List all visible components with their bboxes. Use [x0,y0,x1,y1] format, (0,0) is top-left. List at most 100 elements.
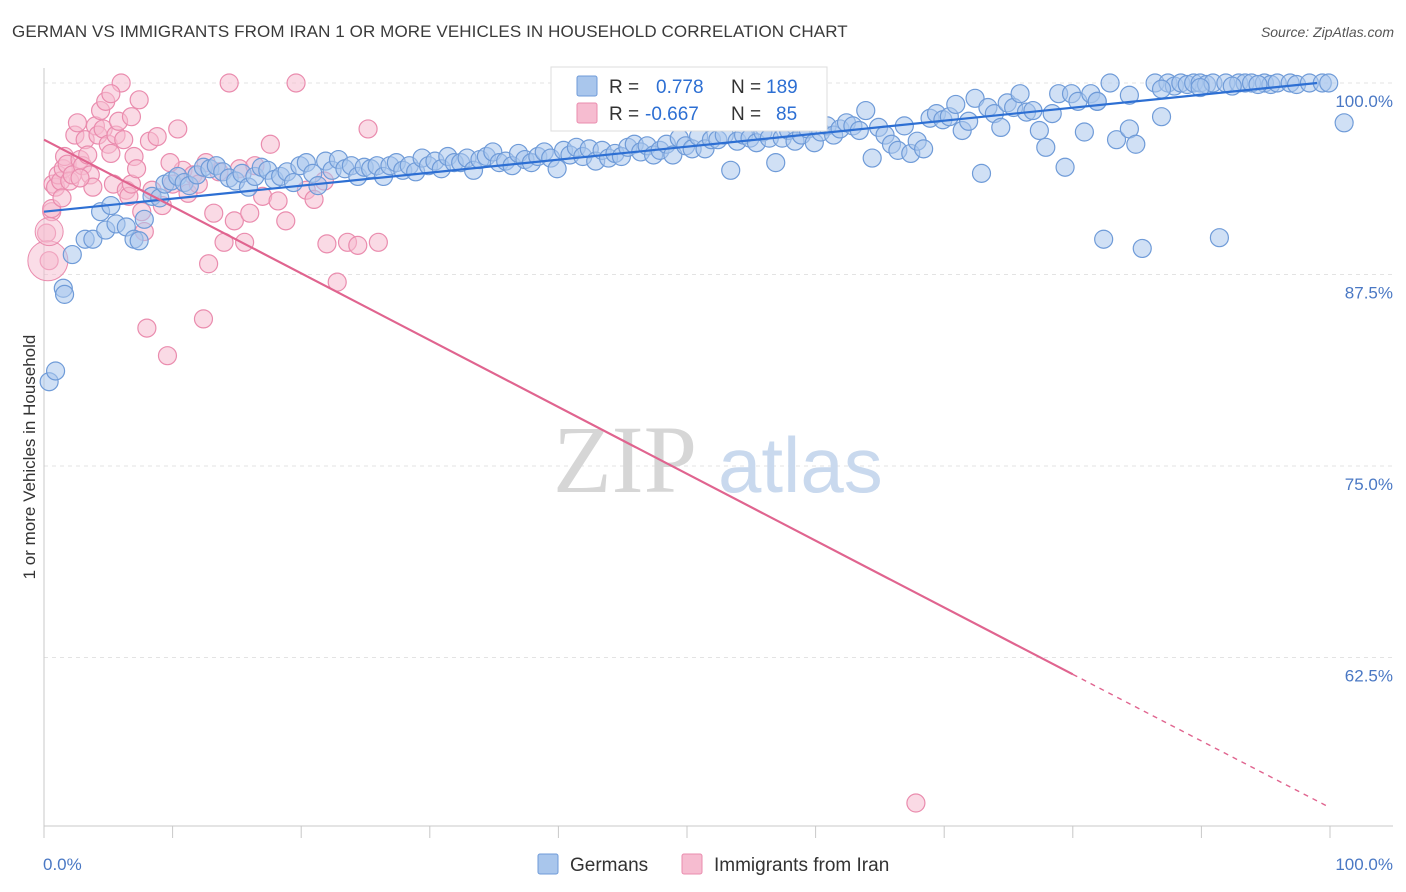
y-tick-label-2: 75.0% [1345,475,1393,494]
germans-point-193 [1151,79,1172,99]
germans-point-144 [971,163,992,183]
bottom-legend: Germans Immigrants from Iran [537,853,889,876]
iran-point-52 [193,309,214,329]
iran-point-60 [235,232,255,252]
iran-point-45 [157,346,178,366]
germans-point-105 [721,160,741,180]
watermark-atlas: atlas [718,421,883,509]
legend-box: R = 0.778 N = 189 R = -0.667 N = 85 [550,66,828,132]
legend-n-value-germans: 189 [766,77,798,98]
iran-point-40 [137,318,157,338]
iran-point-large-0 [27,240,69,282]
germans-point-192 [1334,113,1354,133]
germans-point-155 [1042,104,1062,124]
germans-point-153 [1029,120,1049,141]
germans-point-197 [1248,74,1268,95]
iran-point-70 [317,234,337,254]
germans-point-140 [946,94,966,115]
germans-point-4 [62,244,82,265]
germans-point-163 [1094,229,1114,249]
iran-point-13 [67,113,88,133]
germans-point-78 [547,159,567,179]
legend-swatch-iran [576,102,598,124]
iran-point-80 [121,107,142,127]
legend-r-label-iran: R = [609,104,639,125]
iran-point-74 [358,119,378,139]
iran-point-37 [129,90,149,110]
germans-point-14 [134,209,154,229]
iran-point-43 [147,127,167,147]
germans-point-150 [1010,84,1030,104]
watermark-zip: ZIP [553,406,697,513]
germans-point-195 [1190,77,1210,98]
legend-n-label-germans: N = [731,77,761,98]
y-tick-label-0: 100.0% [1335,92,1393,111]
chart-title: GERMAN VS IMMIGRANTS FROM IRAN 1 OR MORE… [12,22,848,41]
iran-point-31 [114,130,134,150]
germans-point-160 [1074,122,1094,142]
germans-point-179 [1209,228,1230,248]
iran-point-64 [260,134,280,154]
germans-point-135 [914,139,934,159]
germans-point-13 [129,231,149,251]
germans-point-168 [1132,238,1152,259]
germans-point-157 [1055,157,1075,177]
y-axis-label: 1 or more Vehicles in Household [20,335,39,580]
iran-point-79 [101,84,121,104]
germans-point-112 [766,153,786,173]
germans-point-1 [45,361,66,381]
source-label: Source: ZipAtlas.com [1260,24,1394,40]
iran-point-57 [219,73,239,93]
iran-point-61 [240,203,260,223]
iran-point-65 [268,191,288,211]
iran-point-75 [368,232,388,252]
x-tick-label-min: 0.0% [43,855,82,874]
iran-point-67 [286,73,306,93]
y-tick-label-3: 62.5% [1345,666,1393,685]
germans-point-3 [54,284,75,304]
bottom-legend-swatch-germans [537,853,559,875]
trend-lines [43,81,1331,809]
germans-point-194 [1119,85,1139,105]
germans-point-170 [1151,107,1172,127]
legend-swatch-germans [576,75,598,97]
iran-point-53 [199,254,219,274]
iran-point-58 [224,211,244,231]
iran-point-78 [70,168,90,188]
iran-point-large-1 [34,217,64,247]
iran-point-36 [126,159,147,179]
germans-point-37 [283,172,304,193]
bottom-legend-label-germans: Germans [570,855,648,876]
iran-point-84 [906,793,926,813]
legend-r-label-germans: R = [609,77,639,98]
series-germans-points [39,73,1354,392]
iran-point-26 [101,143,121,164]
bottom-legend-swatch-iran [681,853,703,875]
germans-point-127 [862,148,882,168]
iran-point-47 [168,119,188,139]
germans-trend-line [43,81,1318,213]
legend-r-value-germans: 0.778 [656,77,704,98]
bottom-legend-label-iran: Immigrants from Iran [714,855,889,876]
x-tick-label-max: 100.0% [1335,855,1393,874]
germans-point-191 [1319,73,1339,93]
germans-point-126 [856,100,876,121]
germans-point-154 [1036,137,1056,157]
iran-trend-line [43,138,1074,676]
legend-n-label-iran: N = [731,104,761,125]
y-tick-labels: 100.0% 87.5% 75.0% 62.5% [1335,92,1393,685]
y-tick-label-1: 87.5% [1345,283,1393,302]
germans-point-142 [959,111,979,131]
germans-point-198 [1087,91,1107,111]
germans-point-164 [1100,73,1120,93]
iran-trend-line-extension [1072,673,1331,809]
germans-point-167 [1126,134,1146,154]
legend-n-value-iran: 85 [776,104,797,125]
germans-point-165 [1106,130,1127,150]
iran-point-77 [52,188,72,208]
iran-point-66 [276,211,296,231]
iran-point-54 [204,203,224,223]
axes [43,68,1393,838]
legend-r-value-iran: -0.667 [645,104,699,125]
